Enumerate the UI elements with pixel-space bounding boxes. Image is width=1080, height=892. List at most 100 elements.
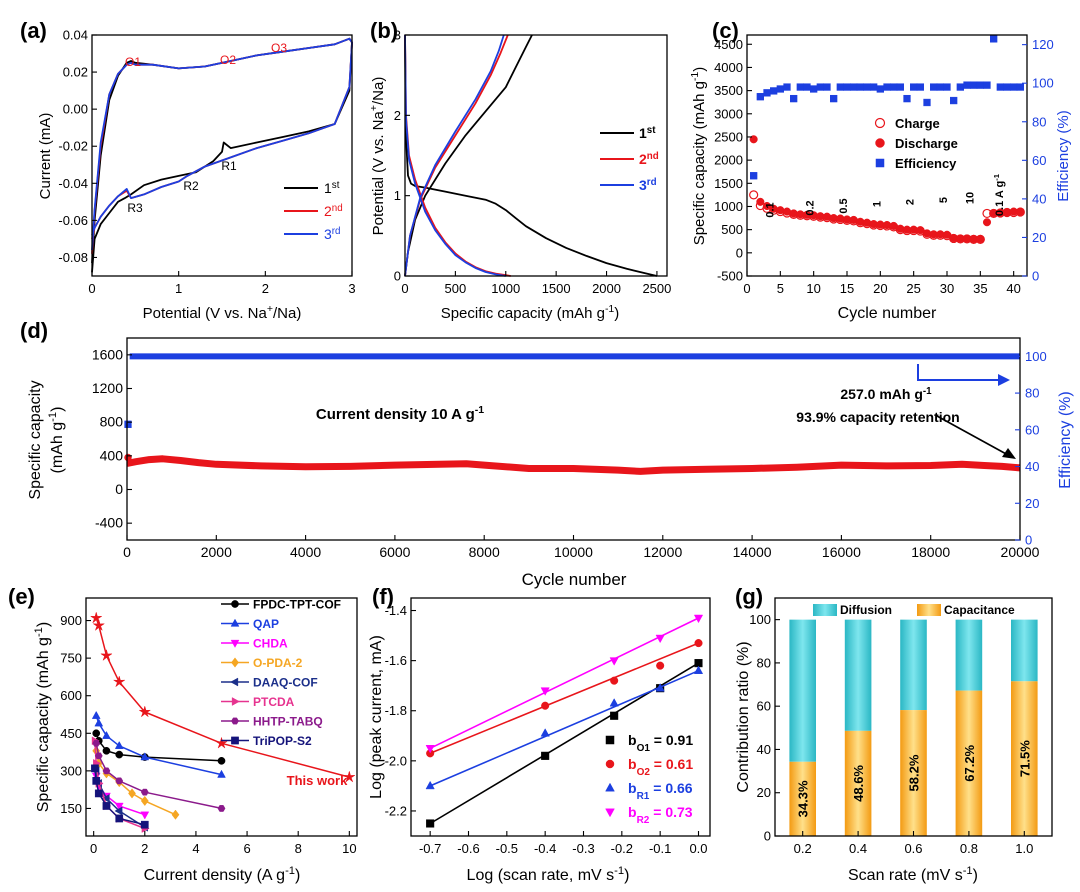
fit-line	[429, 617, 699, 750]
rate-point	[140, 811, 150, 820]
efficiency-point	[970, 81, 978, 89]
efficiency-point	[830, 94, 838, 103]
plot-frame	[126, 337, 1021, 541]
y-tick-label: 800	[100, 414, 124, 430]
peak-label: R1	[221, 159, 237, 173]
legend-label: Diffusion	[840, 603, 892, 617]
efficiency-point	[890, 83, 898, 91]
rate-curve	[95, 715, 222, 776]
rate-point	[92, 729, 101, 738]
y-tick-label: 0	[115, 481, 123, 497]
efficiency-point	[756, 93, 764, 101]
peak-label: R2	[183, 179, 199, 193]
y-right-axis-label: Efficiency (%)	[1057, 391, 1074, 489]
x-tick-label: 0.6	[904, 841, 922, 856]
cv-curve-1	[91, 37, 353, 273]
legend-marker	[231, 657, 239, 668]
x-axis-label: Cycle number	[838, 305, 937, 322]
legend-label: bO2 = 0.61	[628, 756, 693, 778]
rate-point	[100, 648, 113, 662]
efficiency-point	[776, 85, 784, 93]
x-tick-label: 2000	[592, 281, 621, 296]
diffusion-bar	[955, 619, 983, 691]
annotation-capacity: 257.0 mAh g-1	[840, 386, 932, 403]
y-right-tick-label: 20	[1025, 496, 1039, 511]
x-tick-label: 0.4	[849, 841, 867, 856]
legend-label: HHTP-TABQ	[253, 715, 323, 729]
efficiency-point	[936, 83, 944, 91]
legend-marker	[231, 600, 239, 608]
rate-point	[115, 777, 124, 785]
axis-arrow-head	[998, 374, 1010, 386]
legend-marker	[230, 677, 239, 687]
efficiency-point	[996, 83, 1004, 91]
gcd-curve	[404, 34, 505, 277]
y-tick-label: 750	[60, 651, 82, 666]
plot-frame	[746, 34, 1028, 277]
bar-value-label: 71.5%	[1017, 740, 1032, 777]
y-tick-label: -2.0	[385, 753, 407, 768]
x-tick-label: 0.0	[689, 841, 707, 856]
legend-label: PTCDA	[253, 695, 295, 709]
log-point	[655, 683, 665, 692]
rate-label: 0.5	[838, 198, 850, 213]
capacity-first-point	[124, 453, 132, 462]
rate-label: 0.1	[765, 202, 777, 217]
annotation-current-density: Current density 10 A g-1	[316, 404, 484, 423]
legend-label: 3rd	[324, 226, 341, 243]
cv-curve-2	[91, 37, 353, 254]
x-tick-label: 0	[743, 281, 750, 296]
legend-marker	[231, 717, 239, 725]
x-tick-label: 1.0	[1015, 841, 1033, 856]
x-tick-label: 0.8	[960, 841, 978, 856]
y-right-tick-label: 100	[1032, 76, 1054, 91]
y-tick-label: -1.4	[385, 603, 407, 618]
legend-marker	[231, 697, 240, 706]
rate-curve	[95, 733, 222, 762]
rate-point	[102, 746, 111, 755]
efficiency-point	[903, 94, 911, 103]
rate-label: 10	[965, 192, 977, 204]
discharge-point	[916, 226, 925, 235]
efficiency-point	[803, 83, 811, 91]
panel-label: (c)	[712, 18, 739, 43]
efficiency-point	[750, 172, 758, 180]
log-point	[656, 661, 665, 670]
y-tick-label: 300	[60, 763, 82, 778]
legend-label: Discharge	[895, 136, 958, 151]
x-tick-label: 14000	[733, 544, 772, 560]
bar-value-label: 48.6%	[851, 765, 866, 802]
y-axis-label: Current (mA)	[37, 113, 54, 200]
rate-point	[128, 788, 136, 799]
x-tick-label: 2	[141, 841, 148, 856]
y-right-axis-label: Efficiency (%)	[1055, 110, 1072, 201]
y-tick-label: 0.04	[63, 28, 88, 43]
legend-marker	[605, 735, 615, 745]
rate-point	[171, 809, 180, 820]
gcd-curve	[404, 34, 658, 277]
plot-frame	[404, 34, 668, 277]
peak-label: R3	[127, 201, 143, 215]
y-tick-label: 3500	[714, 83, 743, 98]
fit-line	[429, 669, 699, 787]
charge-point	[749, 190, 759, 200]
panel-label: (b)	[370, 18, 398, 43]
log-point	[426, 819, 435, 828]
axis-arrow	[917, 364, 1000, 381]
x-tick-label: 3	[348, 281, 355, 296]
rate-label: 1	[871, 201, 883, 207]
x-tick-label: 20000	[1001, 544, 1040, 560]
y-tick-label: -0.08	[58, 250, 88, 265]
panel-label: (d)	[20, 318, 48, 343]
x-tick-label: 5	[777, 281, 784, 296]
log-point	[610, 676, 619, 685]
efficiency-point	[983, 81, 991, 89]
bar-value-label: 34.3%	[796, 780, 811, 817]
efficiency-point	[823, 83, 831, 91]
y-tick-label: 450	[60, 726, 82, 741]
y-tick-label: -0.02	[58, 139, 88, 154]
y-tick-label: 100	[749, 612, 771, 627]
y-right-tick-label: 0	[1032, 269, 1039, 284]
x-tick-label: 4000	[290, 544, 321, 560]
